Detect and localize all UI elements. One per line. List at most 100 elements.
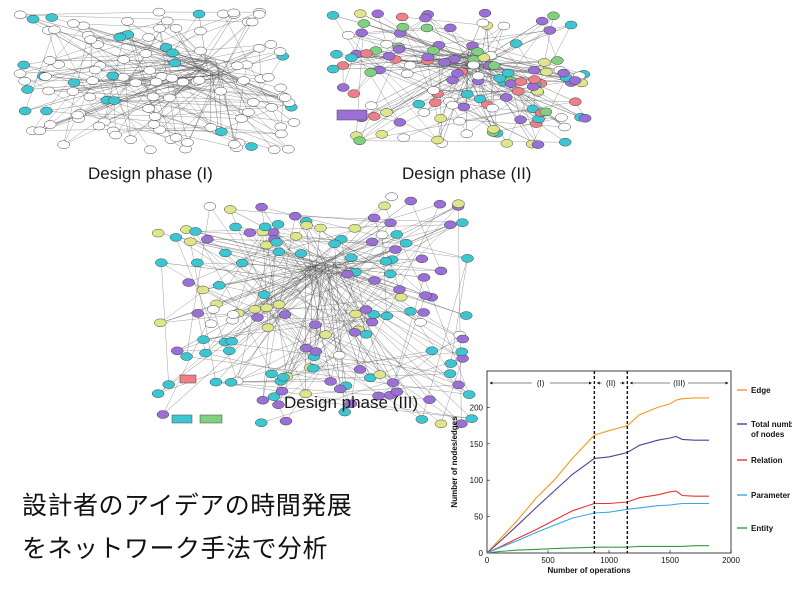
graph-node bbox=[348, 328, 362, 337]
graph-node bbox=[17, 60, 30, 70]
graph-node bbox=[265, 103, 278, 112]
graph-node bbox=[261, 323, 275, 332]
graph-node bbox=[182, 278, 195, 287]
graph-node bbox=[294, 249, 308, 258]
graph-node bbox=[540, 67, 553, 77]
y-axis-label: Number of nodes/edges bbox=[450, 416, 459, 508]
graph-node bbox=[419, 291, 432, 300]
graph-node bbox=[379, 257, 393, 266]
graph-node bbox=[333, 384, 347, 394]
plot-area bbox=[486, 370, 732, 554]
graph-node bbox=[462, 390, 476, 399]
graph-node bbox=[314, 223, 327, 233]
graph-node bbox=[256, 395, 270, 405]
graph-node bbox=[275, 386, 289, 396]
graph-node bbox=[67, 78, 81, 87]
graph-node bbox=[342, 30, 355, 40]
graph-node bbox=[219, 248, 232, 258]
x-axis-label: Number of operations bbox=[547, 566, 631, 575]
graph-node bbox=[393, 118, 407, 127]
graph-node bbox=[92, 121, 106, 131]
graph-node bbox=[288, 211, 302, 221]
graph-node bbox=[18, 76, 31, 86]
graph-node bbox=[527, 65, 541, 75]
graph-node bbox=[399, 238, 413, 248]
graph-node bbox=[223, 346, 236, 356]
graph-node bbox=[282, 144, 295, 154]
graph-node bbox=[336, 83, 350, 92]
graph-node bbox=[258, 290, 271, 299]
graph-node bbox=[452, 199, 465, 209]
graph-node bbox=[433, 199, 447, 209]
graph-node bbox=[390, 387, 404, 397]
graph-node bbox=[192, 76, 206, 85]
phase-1-caption: Design phase (I) bbox=[88, 164, 213, 183]
graph-node bbox=[444, 23, 457, 33]
graph-node bbox=[461, 254, 474, 263]
graph-node bbox=[444, 359, 458, 368]
graph-node bbox=[419, 13, 432, 23]
graph-node bbox=[375, 130, 389, 139]
graph-node bbox=[368, 112, 381, 121]
graph-node-box bbox=[336, 109, 368, 121]
graph-node bbox=[148, 112, 162, 121]
graph-node bbox=[207, 305, 220, 314]
y-tick-label: 100 bbox=[470, 476, 484, 485]
graph-node bbox=[147, 120, 161, 129]
phase-label: (I) bbox=[537, 379, 545, 388]
graph-node bbox=[168, 58, 182, 68]
graph-node bbox=[248, 304, 262, 314]
graph-node bbox=[372, 391, 385, 401]
y-tick-label: 200 bbox=[470, 403, 484, 412]
graph-node bbox=[235, 114, 248, 123]
description-line-2: をネットワーク手法で分析 bbox=[22, 534, 329, 563]
graph-node bbox=[427, 86, 440, 95]
graph-node bbox=[354, 9, 367, 18]
graph-node bbox=[176, 77, 190, 87]
graph-node bbox=[201, 234, 214, 244]
graph-node bbox=[396, 22, 409, 32]
graph-node bbox=[382, 51, 396, 61]
graph-node bbox=[228, 140, 241, 149]
graph-node bbox=[338, 407, 351, 417]
graph-node bbox=[258, 222, 272, 232]
graph-node bbox=[368, 276, 381, 285]
graph-node bbox=[421, 52, 434, 62]
phase-label-bg bbox=[670, 378, 689, 388]
graph-node bbox=[116, 72, 130, 82]
x-tick-label: 0 bbox=[485, 556, 490, 565]
graph-node bbox=[247, 98, 260, 107]
graph-node bbox=[359, 330, 373, 339]
graph-node bbox=[194, 26, 207, 36]
graph-node bbox=[271, 220, 285, 229]
graph-node bbox=[543, 26, 557, 35]
graph-node bbox=[390, 230, 404, 239]
graph-node bbox=[113, 32, 126, 42]
graph-node bbox=[189, 227, 202, 236]
graph-node bbox=[547, 11, 560, 21]
graph-node bbox=[360, 49, 373, 58]
graph-node bbox=[336, 61, 350, 70]
graph-node bbox=[501, 68, 515, 78]
graph-node bbox=[43, 120, 57, 129]
graph-node bbox=[154, 318, 167, 328]
graph-node bbox=[267, 392, 281, 401]
graph-node bbox=[309, 347, 323, 356]
graph-node bbox=[328, 239, 341, 249]
y-tick-label: 50 bbox=[474, 513, 483, 522]
graph-node bbox=[235, 258, 249, 268]
network-edges bbox=[19, 11, 295, 150]
graph-node bbox=[417, 108, 431, 117]
graph-node bbox=[559, 137, 572, 147]
graph-node bbox=[465, 414, 478, 423]
graph-node bbox=[386, 378, 400, 387]
graph-node bbox=[319, 330, 332, 339]
graph-node bbox=[514, 115, 527, 124]
graph-node bbox=[278, 93, 292, 102]
graph-node bbox=[204, 319, 218, 329]
graph-node bbox=[109, 130, 122, 140]
graph-node bbox=[353, 136, 366, 145]
graph-node bbox=[272, 300, 286, 309]
graph-node bbox=[438, 58, 451, 67]
